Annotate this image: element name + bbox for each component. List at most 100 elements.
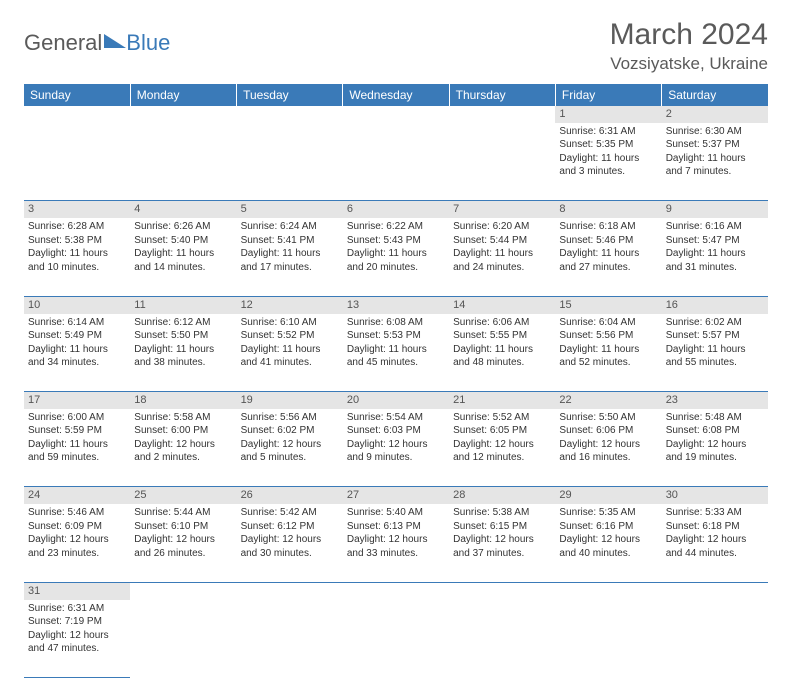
day-sr: Sunrise: 6:00 AM bbox=[28, 411, 126, 425]
day-sr: Sunrise: 6:24 AM bbox=[241, 220, 339, 234]
day-ss: Sunset: 6:06 PM bbox=[559, 424, 657, 438]
day-header: Saturday bbox=[662, 84, 768, 106]
day-sr: Sunrise: 5:50 AM bbox=[559, 411, 657, 425]
day-ss: Sunset: 6:12 PM bbox=[241, 520, 339, 534]
day-d1: Daylight: 11 hours bbox=[453, 247, 551, 261]
day-d1: Daylight: 12 hours bbox=[134, 438, 232, 452]
day-d1: Daylight: 11 hours bbox=[666, 343, 764, 357]
day-detail-cell: Sunrise: 5:48 AMSunset: 6:08 PMDaylight:… bbox=[662, 409, 768, 487]
day-ss: Sunset: 5:57 PM bbox=[666, 329, 764, 343]
day-detail-cell bbox=[555, 600, 661, 678]
day-d2: and 16 minutes. bbox=[559, 451, 657, 465]
day-ss: Sunset: 6:16 PM bbox=[559, 520, 657, 534]
day-ss: Sunset: 5:37 PM bbox=[666, 138, 764, 152]
day-number-cell: 18 bbox=[130, 392, 236, 409]
day-d2: and 14 minutes. bbox=[134, 261, 232, 275]
day-detail-cell: Sunrise: 5:35 AMSunset: 6:16 PMDaylight:… bbox=[555, 504, 661, 582]
day-number-cell: 8 bbox=[555, 201, 661, 218]
day-detail-cell: Sunrise: 6:04 AMSunset: 5:56 PMDaylight:… bbox=[555, 314, 661, 392]
day-number-cell: 25 bbox=[130, 487, 236, 504]
day-d1: Daylight: 12 hours bbox=[28, 629, 126, 643]
day-d1: Daylight: 12 hours bbox=[134, 533, 232, 547]
day-sr: Sunrise: 5:48 AM bbox=[666, 411, 764, 425]
day-sr: Sunrise: 6:16 AM bbox=[666, 220, 764, 234]
day-number-cell: 2 bbox=[662, 106, 768, 123]
day-sr: Sunrise: 6:31 AM bbox=[559, 125, 657, 139]
day-d2: and 30 minutes. bbox=[241, 547, 339, 561]
day-sr: Sunrise: 6:08 AM bbox=[347, 316, 445, 330]
day-detail-cell: Sunrise: 6:18 AMSunset: 5:46 PMDaylight:… bbox=[555, 218, 661, 296]
day-d1: Daylight: 11 hours bbox=[28, 343, 126, 357]
month-year: March 2024 bbox=[610, 18, 768, 52]
day-sr: Sunrise: 5:42 AM bbox=[241, 506, 339, 520]
day-d2: and 47 minutes. bbox=[28, 642, 126, 656]
day-d1: Daylight: 12 hours bbox=[666, 438, 764, 452]
day-ss: Sunset: 6:08 PM bbox=[666, 424, 764, 438]
day-detail-cell bbox=[237, 600, 343, 678]
day-detail-cell: Sunrise: 5:52 AMSunset: 6:05 PMDaylight:… bbox=[449, 409, 555, 487]
day-ss: Sunset: 6:03 PM bbox=[347, 424, 445, 438]
day-d2: and 59 minutes. bbox=[28, 451, 126, 465]
day-d2: and 33 minutes. bbox=[347, 547, 445, 561]
day-number-cell: 12 bbox=[237, 296, 343, 313]
day-number-cell bbox=[555, 582, 661, 599]
day-d2: and 5 minutes. bbox=[241, 451, 339, 465]
day-ss: Sunset: 6:09 PM bbox=[28, 520, 126, 534]
location: Vozsiyatske, Ukraine bbox=[610, 54, 768, 74]
day-sr: Sunrise: 5:44 AM bbox=[134, 506, 232, 520]
day-d1: Daylight: 11 hours bbox=[559, 343, 657, 357]
day-number-cell bbox=[237, 582, 343, 599]
day-number-row: 17181920212223 bbox=[24, 392, 768, 409]
day-number-cell bbox=[130, 106, 236, 123]
day-sr: Sunrise: 6:30 AM bbox=[666, 125, 764, 139]
day-sr: Sunrise: 6:26 AM bbox=[134, 220, 232, 234]
day-d1: Daylight: 11 hours bbox=[134, 343, 232, 357]
day-number-cell: 29 bbox=[555, 487, 661, 504]
day-detail-cell: Sunrise: 5:44 AMSunset: 6:10 PMDaylight:… bbox=[130, 504, 236, 582]
day-d1: Daylight: 12 hours bbox=[28, 533, 126, 547]
logo-text-blue: Blue bbox=[126, 30, 170, 56]
day-ss: Sunset: 6:10 PM bbox=[134, 520, 232, 534]
day-header: Monday bbox=[130, 84, 236, 106]
day-number-cell: 20 bbox=[343, 392, 449, 409]
day-detail-cell: Sunrise: 6:06 AMSunset: 5:55 PMDaylight:… bbox=[449, 314, 555, 392]
day-detail-cell bbox=[237, 123, 343, 201]
day-number-row: 3456789 bbox=[24, 201, 768, 218]
day-detail-cell bbox=[662, 600, 768, 678]
day-number-cell: 1 bbox=[555, 106, 661, 123]
day-number-cell: 7 bbox=[449, 201, 555, 218]
day-d1: Daylight: 12 hours bbox=[559, 438, 657, 452]
day-detail-cell: Sunrise: 5:42 AMSunset: 6:12 PMDaylight:… bbox=[237, 504, 343, 582]
day-d1: Daylight: 11 hours bbox=[241, 343, 339, 357]
day-d2: and 31 minutes. bbox=[666, 261, 764, 275]
logo: General Blue bbox=[24, 30, 170, 56]
day-ss: Sunset: 5:40 PM bbox=[134, 234, 232, 248]
day-d1: Daylight: 11 hours bbox=[559, 247, 657, 261]
day-number-row: 12 bbox=[24, 106, 768, 123]
day-d2: and 27 minutes. bbox=[559, 261, 657, 275]
day-header-row: SundayMondayTuesdayWednesdayThursdayFrid… bbox=[24, 84, 768, 106]
day-ss: Sunset: 5:49 PM bbox=[28, 329, 126, 343]
day-d1: Daylight: 11 hours bbox=[28, 438, 126, 452]
day-number-cell bbox=[237, 106, 343, 123]
day-number-cell: 17 bbox=[24, 392, 130, 409]
day-detail-row: Sunrise: 6:28 AMSunset: 5:38 PMDaylight:… bbox=[24, 218, 768, 296]
day-number-cell bbox=[24, 106, 130, 123]
day-header: Thursday bbox=[449, 84, 555, 106]
day-ss: Sunset: 7:19 PM bbox=[28, 615, 126, 629]
day-sr: Sunrise: 5:58 AM bbox=[134, 411, 232, 425]
day-d1: Daylight: 11 hours bbox=[28, 247, 126, 261]
day-d1: Daylight: 11 hours bbox=[666, 152, 764, 166]
day-number-cell: 6 bbox=[343, 201, 449, 218]
day-detail-cell: Sunrise: 6:31 AMSunset: 5:35 PMDaylight:… bbox=[555, 123, 661, 201]
day-header: Sunday bbox=[24, 84, 130, 106]
day-detail-cell: Sunrise: 6:28 AMSunset: 5:38 PMDaylight:… bbox=[24, 218, 130, 296]
day-header: Wednesday bbox=[343, 84, 449, 106]
day-detail-cell: Sunrise: 5:50 AMSunset: 6:06 PMDaylight:… bbox=[555, 409, 661, 487]
day-sr: Sunrise: 6:10 AM bbox=[241, 316, 339, 330]
day-number-row: 24252627282930 bbox=[24, 487, 768, 504]
day-number-cell: 23 bbox=[662, 392, 768, 409]
day-sr: Sunrise: 6:04 AM bbox=[559, 316, 657, 330]
day-detail-cell bbox=[24, 123, 130, 201]
day-ss: Sunset: 6:15 PM bbox=[453, 520, 551, 534]
